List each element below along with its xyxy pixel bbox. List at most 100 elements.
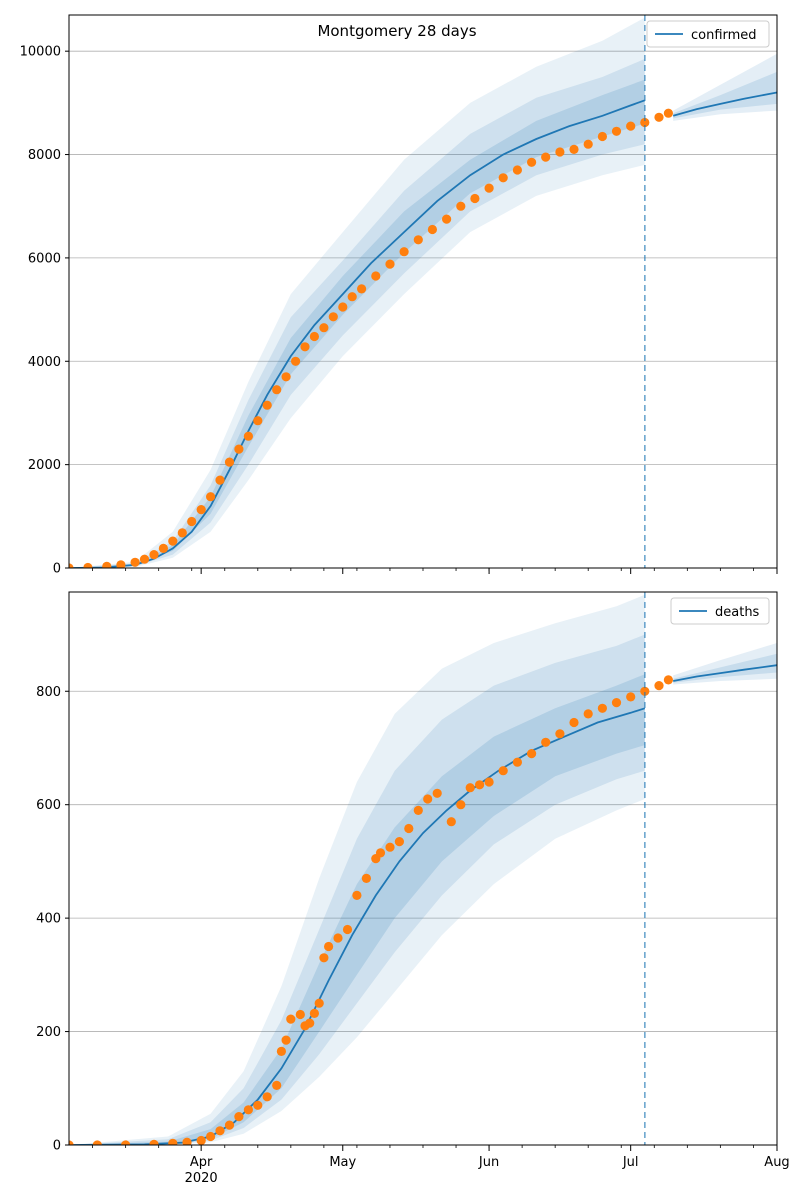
axes-frame — [68, 14, 778, 569]
observed-point — [654, 112, 664, 122]
observed-point — [83, 562, 93, 568]
y-tick-label: 400 — [36, 912, 61, 927]
legend-label: deaths — [715, 605, 760, 620]
observed-point — [243, 1105, 253, 1115]
y-tick-label: 10000 — [20, 45, 61, 60]
observed-point — [597, 131, 608, 142]
observed-point — [149, 550, 159, 560]
observed-point — [404, 823, 414, 834]
legend-box — [646, 20, 770, 48]
y-tick-label: 200 — [36, 1025, 61, 1040]
forecast-line — [672, 91, 777, 117]
x-tick-label: Aug — [764, 1155, 789, 1170]
observed-point — [234, 1112, 244, 1122]
observed-point — [130, 557, 140, 567]
observed-point — [102, 561, 112, 568]
observed-point — [583, 709, 593, 719]
observed-point — [654, 681, 664, 691]
observed-point — [423, 794, 433, 804]
observed-point — [215, 1126, 225, 1136]
observed-point — [69, 563, 74, 568]
observed-point — [432, 788, 442, 798]
observed-point — [484, 777, 494, 787]
observed-point — [272, 385, 282, 395]
observed-point — [456, 201, 466, 211]
observed-point — [206, 1131, 216, 1142]
observed-point — [597, 703, 608, 713]
uncertainty-band-band-80 — [69, 58, 645, 568]
observed-point — [295, 1009, 305, 1020]
plot-area — [69, 594, 777, 1145]
observed-point — [253, 416, 263, 426]
y-tick-label: 6000 — [28, 251, 61, 266]
observed-point — [224, 1120, 235, 1130]
y-tick-label: 0 — [53, 562, 61, 577]
observed-point — [498, 173, 508, 183]
observed-point — [361, 873, 371, 884]
observed-point — [498, 766, 508, 776]
x-tick-label: May — [329, 1155, 356, 1170]
observed-point — [663, 675, 674, 685]
observed-point — [626, 692, 636, 702]
legend: confirmed — [646, 20, 770, 48]
x-tick-label: Apr — [190, 1155, 213, 1170]
observed-point — [305, 1018, 315, 1028]
observed-point — [512, 757, 523, 767]
observed-point — [512, 165, 523, 175]
observed-point — [475, 780, 485, 790]
y-tick-label: 0 — [53, 1139, 61, 1154]
observed-point — [286, 1014, 296, 1024]
observed-point — [276, 1046, 286, 1056]
observed-point — [541, 152, 551, 162]
observed-point — [262, 400, 272, 410]
observed-point — [300, 342, 310, 352]
observed-point — [253, 1100, 263, 1110]
observed-point — [569, 717, 579, 728]
observed-point — [196, 1135, 206, 1145]
observed-point — [215, 475, 225, 485]
observed-point — [385, 259, 395, 269]
observed-point — [640, 686, 650, 696]
observed-point — [69, 1140, 74, 1145]
observed-point — [319, 953, 329, 963]
legend: deaths — [670, 597, 770, 625]
uncertainty-band-band-95 — [69, 594, 645, 1145]
observed-point — [427, 224, 437, 235]
observed-point — [611, 126, 622, 136]
observed-point — [224, 457, 235, 467]
observed-point — [555, 147, 565, 157]
observed-point — [583, 139, 593, 149]
y-tick-label: 800 — [36, 685, 61, 700]
observed-point — [611, 698, 622, 708]
observed-point — [272, 1080, 282, 1090]
observed-point — [470, 193, 480, 204]
uncertainty-band-band-80 — [69, 634, 645, 1145]
observed-point — [446, 817, 456, 827]
observed-point — [394, 837, 404, 847]
model-line — [69, 99, 646, 568]
observed-point — [357, 284, 367, 294]
plot-area — [69, 17, 777, 568]
observed-point — [527, 157, 537, 167]
observed-point — [328, 312, 338, 322]
observed-point — [177, 528, 187, 538]
observed-point — [168, 1138, 178, 1145]
observed-point — [375, 848, 386, 858]
observed-point — [234, 444, 244, 454]
observed-point — [442, 214, 452, 224]
observed-point — [182, 1137, 192, 1145]
observed-point — [281, 372, 291, 382]
y-tick-label: 8000 — [28, 148, 61, 163]
observed-point — [640, 117, 650, 128]
observed-point — [333, 933, 343, 943]
x-tick-sublabel: 2020 — [185, 1171, 218, 1186]
observed-point — [262, 1092, 272, 1102]
observed-point — [149, 1139, 159, 1145]
observed-point — [116, 560, 126, 568]
observed-point — [352, 890, 362, 901]
uncertainty-band-forecast-band-outer — [673, 53, 777, 121]
x-tick-label: Jun — [478, 1155, 499, 1170]
uncertainty-band-forecast-band-outer — [673, 643, 777, 685]
